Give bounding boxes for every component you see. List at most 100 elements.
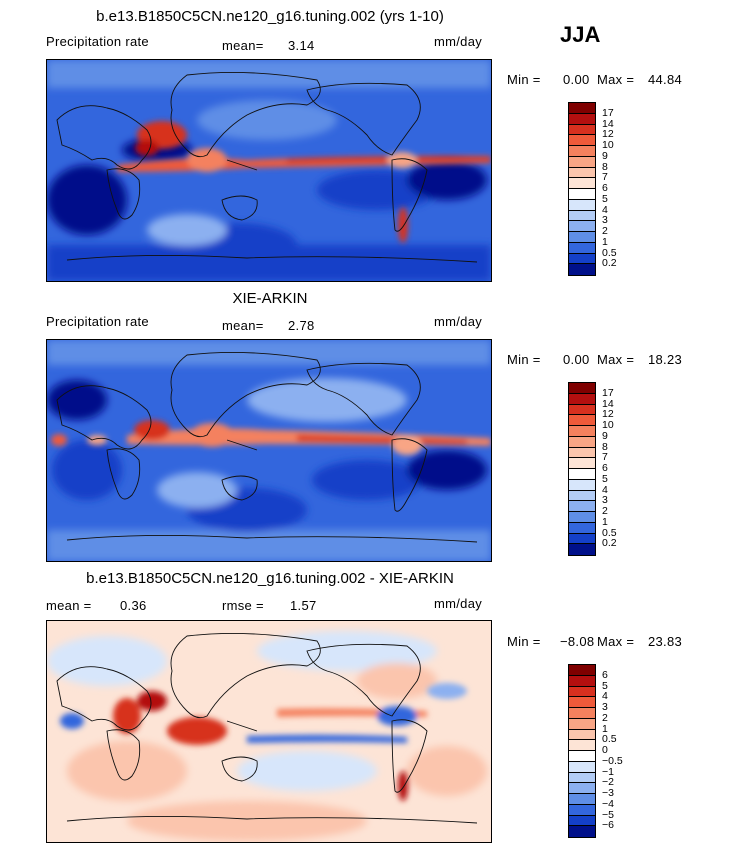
panel3-units: mm/day [434,596,483,611]
panel2-mean-label: mean= [222,318,264,333]
colorbar-swatch [569,718,595,730]
colorbar-tick-label: 9 [602,429,608,442]
colorbar-swatch [569,761,595,773]
season-label: JJA [560,22,601,47]
colorbar-tick-label: 17 [602,106,614,119]
colorbar-tick-label: −3 [602,787,614,799]
colorbar-swatch [569,221,595,232]
colorbar-tick-label: 1 [602,235,608,248]
colorbar-swatch [569,436,595,448]
colorbar-swatch [569,167,595,179]
panel3-mean-label: mean = [46,598,92,613]
panel3-rmse-value: 1.57 [290,598,317,613]
colorbar-tick-label: 5 [602,472,608,485]
colorbar-swatch [569,783,595,794]
panel2-max-value: 18.23 [648,352,683,367]
panel3-colorbar [568,664,596,838]
colorbar-swatch [569,242,595,254]
panel1-mean-label: mean= [222,38,264,53]
colorbar-tick-label: 3 [602,701,608,713]
colorbar-tick-label: 5 [602,192,608,205]
colorbar-swatch [569,512,595,523]
colorbar-tick-label: −0.5 [602,754,623,767]
panel2-max-label: Max = [597,352,635,367]
colorbar-swatch [569,490,595,502]
colorbar-swatch [569,794,595,805]
colorbar-tick-label: 12 [602,128,614,141]
colorbar-tick-label: 6 [602,668,608,681]
panel2-map-field [47,340,491,561]
panel1-min-value: 0.00 [563,72,590,87]
panel3-title: b.e13.B1850C5CN.ne120_g16.tuning.002 - X… [86,570,454,587]
colorbar-swatch [569,103,595,114]
colorbar-tick-label: −2 [602,776,614,789]
colorbar-tick-label: 6 [602,182,608,194]
panel3-min-value: −8.08 [560,634,595,649]
colorbar-tick-label: 4 [602,203,608,216]
colorbar-swatch [569,404,595,416]
colorbar-tick-label: 14 [602,117,614,130]
colorbar-tick-label: 4 [602,483,608,496]
colorbar-swatch [569,135,595,146]
panel1-map-field [47,60,491,281]
panel1-units: mm/day [434,34,483,49]
colorbar-tick-label: 0.2 [602,537,617,550]
colorbar-swatch [569,665,595,676]
panel3-map [46,620,492,843]
panel3-max-label: Max = [597,634,635,649]
colorbar-tick-label: 0.2 [602,257,617,270]
colorbar-swatch [569,458,595,469]
colorbar-swatch [569,772,595,784]
colorbar-swatch [569,189,595,200]
panel1-max-label: Max = [597,72,635,87]
colorbar-swatch [569,729,595,741]
colorbar-swatch [569,393,595,405]
panel2-colorbar [568,382,596,556]
colorbar-tick-label: 0.5 [602,526,617,539]
colorbar-tick-label: 7 [602,171,608,184]
colorbar-swatch [569,124,595,136]
colorbar-swatch [569,740,595,751]
colorbar-tick-label: 9 [602,149,608,162]
colorbar-swatch [569,426,595,437]
colorbar-swatch [569,708,595,719]
colorbar-swatch [569,383,595,394]
colorbar-swatch [569,113,595,125]
panel1-title: b.e13.B1850C5CN.ne120_g16.tuning.002 (yr… [96,8,444,25]
colorbar-tick-label: 8 [602,160,608,173]
colorbar-tick-label: 0 [602,744,608,756]
colorbar-tick-label: 0.5 [602,733,617,746]
colorbar-tick-label: 4 [602,690,608,703]
panel2-coastlines [56,351,478,543]
colorbar-tick-label: 12 [602,408,614,421]
colorbar-tick-label: 2 [602,711,608,724]
colorbar-swatch [569,479,595,491]
colorbar-tick-label: 0.5 [602,246,617,259]
panel2-min-value: 0.00 [563,352,590,367]
colorbar-swatch [569,533,595,545]
colorbar-swatch [569,804,595,816]
panel1-mean-value: 3.14 [288,38,315,53]
colorbar-tick-label: 1 [602,515,608,528]
panel3-coastlines [56,632,478,824]
panel2-min-label: Min = [507,352,541,367]
colorbar-swatch [569,501,595,512]
panel2-mean-value: 2.78 [288,318,315,333]
colorbar-swatch [569,697,595,708]
panel3-max-value: 23.83 [648,634,683,649]
panel1-coastlines [56,71,478,263]
colorbar-swatch [569,232,595,243]
colorbar-tick-label: 14 [602,397,614,410]
colorbar-swatch [569,199,595,211]
colorbar-tick-label: 6 [602,462,608,474]
panel2-title: XIE-ARKIN [232,290,308,307]
panel3-rmse-label: rmse = [222,598,264,613]
panel2-variable-label: Precipitation rate [46,314,149,329]
panel1-colorbar [568,102,596,276]
colorbar-swatch [569,178,595,189]
colorbar-tick-label: −4 [602,797,614,810]
colorbar-swatch [569,264,595,275]
colorbar-tick-label: 1 [602,722,608,735]
colorbar-swatch [569,469,595,480]
colorbar-swatch [569,146,595,157]
